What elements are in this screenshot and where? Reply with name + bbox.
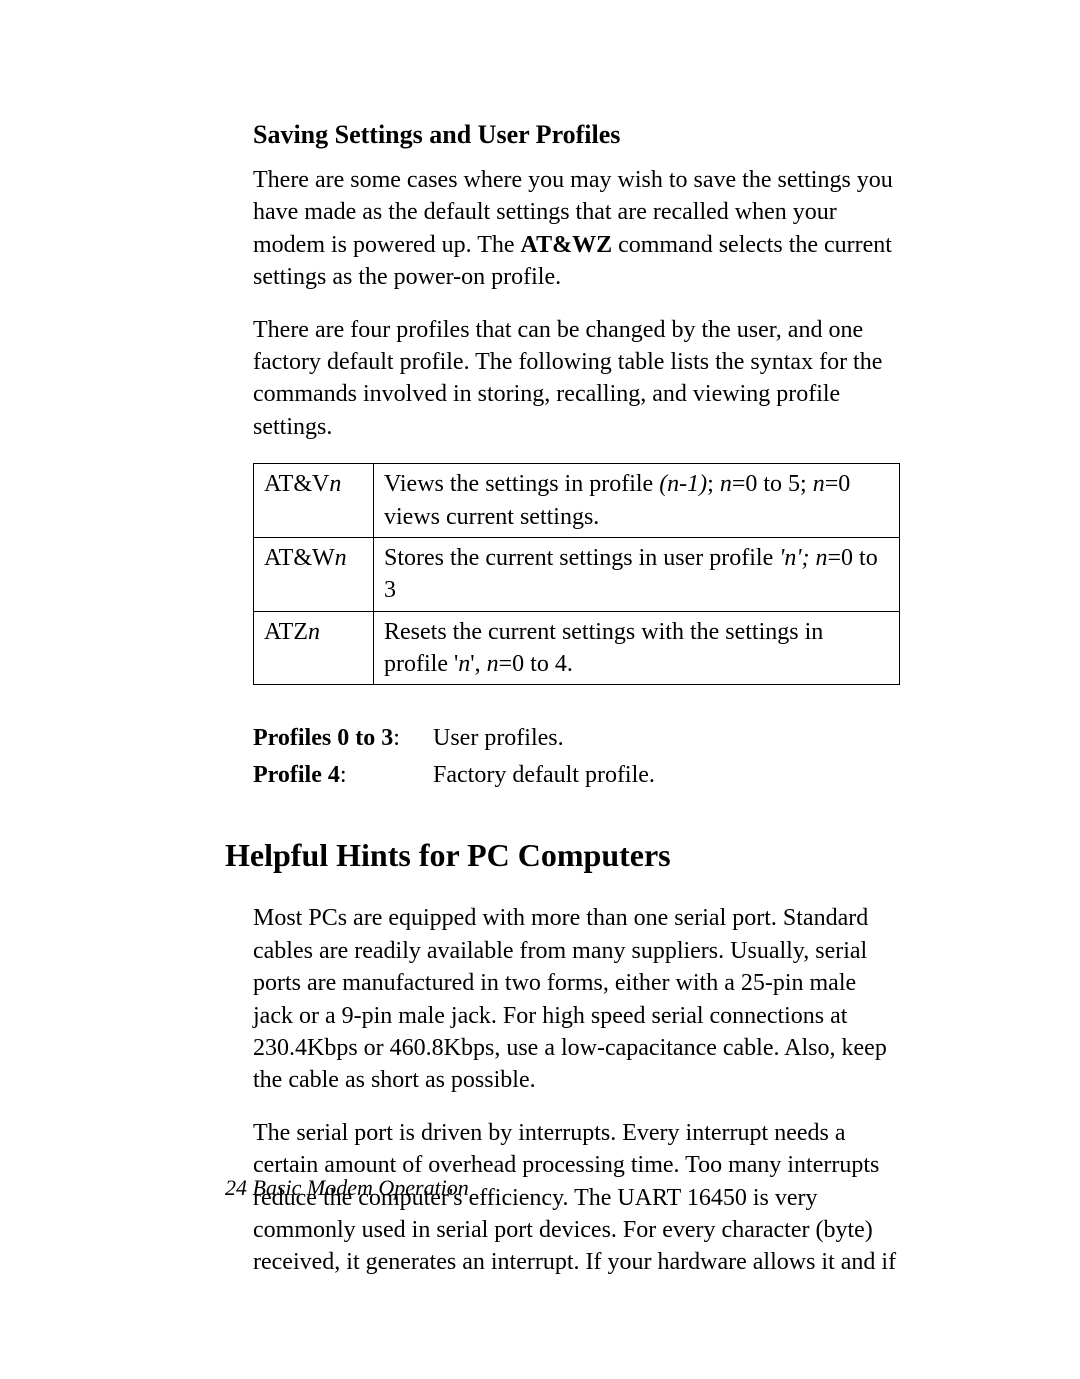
desc-cell: Resets the current settings with the set… — [374, 611, 900, 685]
desc-pre: Views the settings in profile — [384, 471, 659, 497]
profiles-label: Profiles 0 to 3: — [253, 725, 433, 752]
profiles-colon: : — [340, 762, 347, 788]
cmd-suffix: n — [335, 545, 347, 571]
desc-italic: (n-1) — [659, 471, 707, 497]
para1-bold-command: AT&WZ — [521, 232, 613, 258]
desc-mid: =0 to 5; — [732, 471, 813, 497]
footer-title: Basic Modem Operation — [247, 1175, 469, 1200]
desc-pre: Resets the current settings with the set… — [384, 619, 823, 677]
desc-italic: n — [458, 651, 470, 677]
subheading-saving-settings: Saving Settings and User Profiles — [253, 120, 900, 150]
desc-italic: n — [487, 651, 499, 677]
page-number: 24 — [225, 1175, 247, 1200]
profiles-colon: : — [393, 725, 400, 751]
cmd-suffix: n — [308, 619, 320, 645]
profiles-row-1: Profiles 0 to 3: User profiles. — [253, 725, 900, 752]
profiles-row-2: Profile 4: Factory default profile. — [253, 762, 900, 789]
desc-pre: Stores the current settings in user prof… — [384, 545, 779, 571]
section-helpful-hints: Most PCs are equipped with more than one… — [253, 902, 900, 1278]
cmd-cell: AT&Vn — [254, 464, 374, 538]
profiles-value: User profiles. — [433, 725, 900, 752]
command-table: AT&Vn Views the settings in profile (n-1… — [253, 463, 900, 685]
desc-italic: 'n'; n — [779, 545, 827, 571]
heading-helpful-hints: Helpful Hints for PC Computers — [225, 837, 900, 874]
cmd-cell: ATZn — [254, 611, 374, 685]
cmd-suffix: n — [329, 471, 341, 497]
document-page: Saving Settings and User Profiles There … — [0, 0, 1080, 1379]
cmd-prefix: ATZ — [264, 619, 308, 645]
paragraph-1: There are some cases where you may wish … — [253, 164, 900, 294]
profiles-label-bold: Profile 4 — [253, 762, 340, 788]
desc-mid: ; — [707, 471, 720, 497]
desc-italic: n — [720, 471, 732, 497]
profiles-label-bold: Profiles 0 to 3 — [253, 725, 393, 751]
desc-post: =0 to 4. — [499, 651, 573, 677]
paragraph-2: There are four profiles that can be chan… — [253, 314, 900, 444]
table-row: AT&Vn Views the settings in profile (n-1… — [254, 464, 900, 538]
desc-cell: Stores the current settings in user prof… — [374, 537, 900, 611]
desc-italic: n — [813, 471, 825, 497]
profiles-value: Factory default profile. — [433, 762, 900, 789]
cmd-prefix: AT&W — [264, 545, 335, 571]
paragraph-3: Most PCs are equipped with more than one… — [253, 902, 900, 1096]
profiles-label: Profile 4: — [253, 762, 433, 789]
desc-mid: ', — [470, 651, 486, 677]
cmd-prefix: AT&V — [264, 471, 329, 497]
page-footer: 24 Basic Modem Operation — [225, 1175, 469, 1201]
cmd-cell: AT&Wn — [254, 537, 374, 611]
section-saving-settings: Saving Settings and User Profiles There … — [253, 120, 900, 789]
table-row: ATZn Resets the current settings with th… — [254, 611, 900, 685]
desc-cell: Views the settings in profile (n-1); n=0… — [374, 464, 900, 538]
table-row: AT&Wn Stores the current settings in use… — [254, 537, 900, 611]
